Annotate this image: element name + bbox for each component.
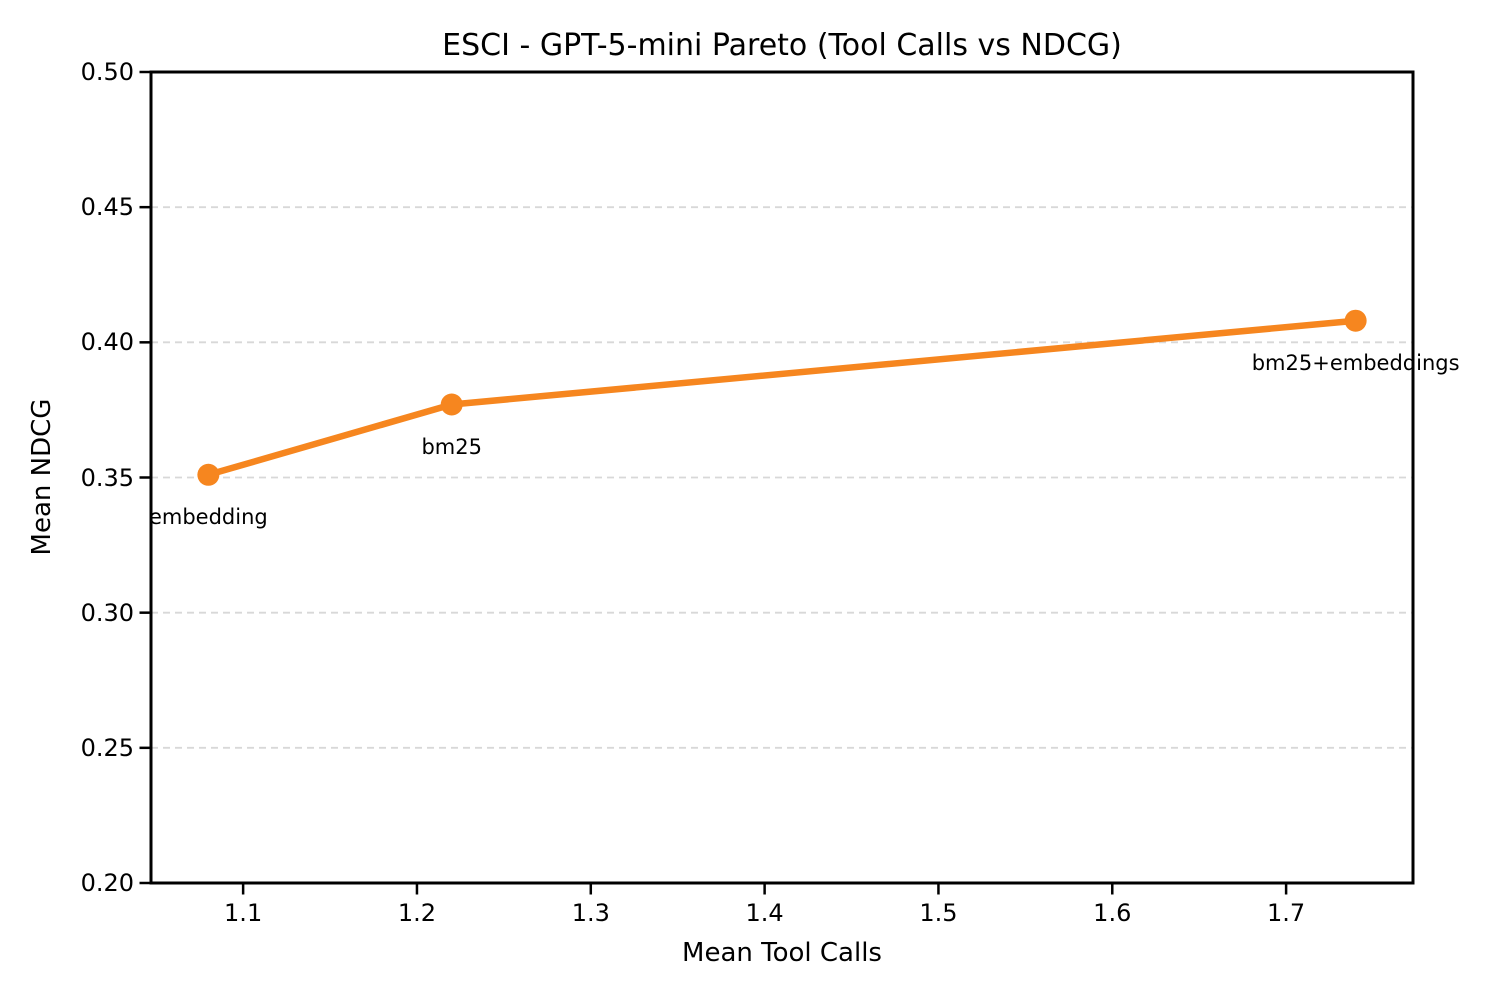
axes-spines: [149, 70, 1415, 885]
y-tick-label: 0.30: [80, 598, 134, 627]
x-tick-label: 1.7: [1267, 899, 1306, 927]
y-axis-label: Mean NDCG: [27, 398, 57, 556]
y-tick-label: 0.45: [80, 193, 134, 222]
y-tick-label: 0.20: [80, 869, 134, 897]
y-tick-label: 0.50: [80, 58, 134, 86]
chart-title: ESCI - GPT-5-mini Pareto (Tool Calls vs …: [442, 28, 1122, 63]
x-tick-label: 1.5: [919, 899, 958, 927]
y-tick-label: 0.35: [80, 463, 134, 492]
y-tick-label: 0.40: [80, 328, 134, 357]
data-point-marker: [1344, 309, 1367, 332]
data-point-marker: [197, 463, 220, 486]
series-line: [205, 317, 1359, 479]
point-annotation: embedding: [148, 504, 268, 529]
x-tick-label: 1.6: [1093, 899, 1132, 927]
x-tick-label: 1.2: [397, 899, 437, 927]
x-axis-label: Mean Tool Calls: [682, 938, 882, 968]
x-tick-label: 1.4: [745, 899, 784, 927]
point-annotation: bm25: [421, 434, 482, 459]
y-tick-label: 0.25: [80, 733, 134, 762]
x-tick-label: 1.3: [571, 899, 610, 927]
x-tick-label: 1.1: [224, 899, 263, 927]
point-annotation: bm25+embeddings: [1251, 350, 1460, 375]
data-point-marker: [440, 393, 463, 416]
